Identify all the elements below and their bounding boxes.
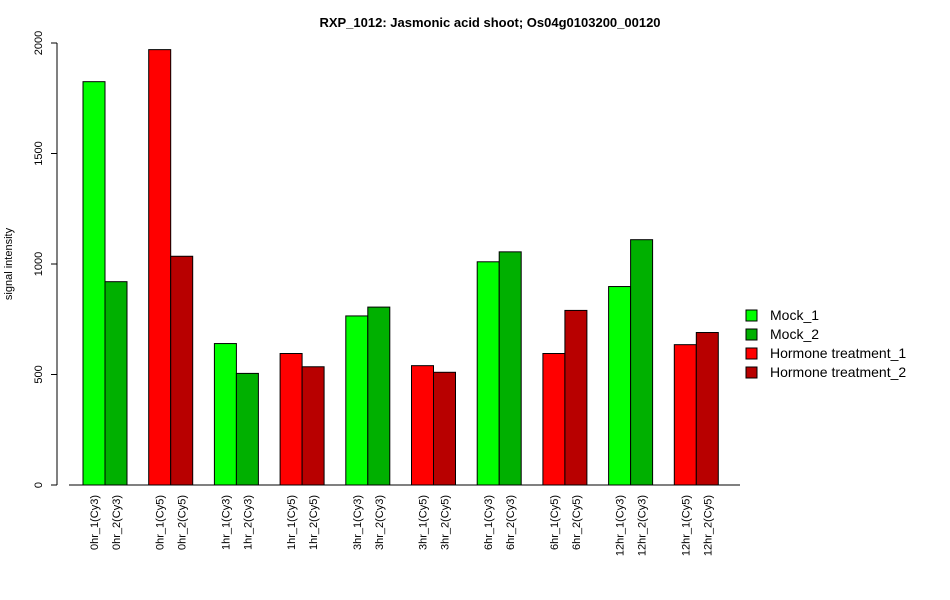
bar-6hr_1(Cy5) xyxy=(542,353,566,486)
x-tick-label: 0hr_1(Cy5) xyxy=(155,495,167,550)
bar-3hr_2(Cy3) xyxy=(367,306,391,486)
x-tick-label: 3hr_2(Cy3) xyxy=(374,495,386,550)
bar-12hr_1(Cy3) xyxy=(608,286,632,486)
bar-1hr_1(Cy3) xyxy=(213,343,237,486)
bar-12hr_2(Cy5) xyxy=(695,332,719,486)
x-tick-label: 6hr_2(Cy5) xyxy=(571,495,583,550)
x-tick-label: 3hr_1(Cy3) xyxy=(352,495,364,550)
bar-3hr_2(Cy5) xyxy=(433,371,456,486)
bar-6hr_1(Cy3) xyxy=(476,261,500,486)
y-tick-label: 500 xyxy=(33,365,45,383)
y-tick-label: 0 xyxy=(33,482,45,488)
x-tick-label: 12hr_2(Cy5) xyxy=(702,495,714,556)
x-tick-label: 12hr_1(Cy3) xyxy=(615,495,627,556)
bar-1hr_2(Cy5) xyxy=(301,366,325,486)
bar-3hr_1(Cy3) xyxy=(345,315,369,486)
bar-6hr_2(Cy5) xyxy=(564,309,588,486)
legend-swatch xyxy=(745,347,758,360)
x-tick-label: 0hr_1(Cy3) xyxy=(89,495,101,550)
y-tick-label: 1000 xyxy=(33,252,45,276)
legend-label: Hormone treatment_1 xyxy=(770,345,906,361)
legend-swatch xyxy=(745,366,758,379)
x-tick-label: 12hr_2(Cy3) xyxy=(637,495,649,556)
bar-12hr_2(Cy3) xyxy=(630,239,654,486)
legend-swatch xyxy=(745,328,758,341)
legend-label: Mock_2 xyxy=(770,326,819,342)
bar-0hr_1(Cy3) xyxy=(82,81,106,486)
y-tick-label: 1500 xyxy=(33,141,45,165)
bar-0hr_2(Cy3) xyxy=(104,281,128,486)
category-labels: 0hr_1(Cy3) 0hr_2(Cy3) 0hr_1(Cy5) 0hr_2(Cy5)… xyxy=(89,495,714,556)
bars-layer xyxy=(82,49,719,486)
x-tick-label: 6hr_1(Cy5) xyxy=(549,495,561,550)
chart-title: RXP_1012: Jasmonic acid shoot; Os04g0103… xyxy=(319,15,660,30)
x-tick-label: 1hr_2(Cy5) xyxy=(308,495,320,550)
bar-12hr_1(Cy5) xyxy=(673,344,697,486)
y-tick-label: 2000 xyxy=(33,31,45,55)
y-axis: 0 500 1000 1500 2000 xyxy=(33,31,58,488)
bar-1hr_2(Cy3) xyxy=(235,372,259,486)
x-tick-label: 3hr_2(Cy5) xyxy=(440,495,452,550)
legend-swatch xyxy=(745,309,758,322)
bar-6hr_2(Cy3) xyxy=(498,251,522,486)
x-tick-label: 1hr_1(Cy5) xyxy=(286,495,298,550)
x-tick-label: 6hr_1(Cy3) xyxy=(483,495,495,550)
legend-label: Mock_1 xyxy=(770,307,819,323)
bar-0hr_1(Cy5) xyxy=(148,49,172,486)
x-tick-label: 12hr_1(Cy5) xyxy=(680,495,692,556)
x-tick-label: 6hr_2(Cy3) xyxy=(505,495,517,550)
legend-label: Hormone treatment_2 xyxy=(770,364,906,380)
x-tick-label: 1hr_2(Cy3) xyxy=(242,495,254,550)
legend: Mock_1 Mock_2 Hormone treatment_1 Hormone t… xyxy=(745,307,906,380)
x-tick-label: 3hr_1(Cy5) xyxy=(418,495,430,550)
x-tick-label: 0hr_2(Cy3) xyxy=(111,495,123,550)
x-tick-label: 0hr_2(Cy5) xyxy=(177,495,189,550)
bar-1hr_1(Cy5) xyxy=(279,353,303,486)
y-axis-label: signal intensity xyxy=(3,227,15,300)
bar-3hr_1(Cy5) xyxy=(411,365,434,486)
x-tick-label: 1hr_1(Cy3) xyxy=(220,495,232,550)
bar-0hr_2(Cy5) xyxy=(170,255,194,486)
